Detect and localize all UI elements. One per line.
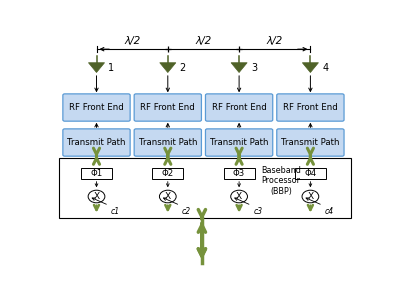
Text: 4: 4 [322,63,328,73]
Text: RF Front End: RF Front End [69,103,124,112]
Circle shape [231,190,248,203]
FancyBboxPatch shape [224,168,254,179]
Text: Transmit Path: Transmit Path [67,138,126,147]
Circle shape [302,190,319,203]
Text: 2: 2 [180,63,186,73]
Text: X: X [307,192,314,201]
Text: Φ4: Φ4 [304,169,316,178]
FancyBboxPatch shape [277,94,344,121]
FancyBboxPatch shape [63,129,130,156]
FancyBboxPatch shape [295,168,326,179]
Circle shape [160,190,176,203]
Text: c2: c2 [182,207,191,216]
Text: X: X [236,192,242,201]
Text: Φ3: Φ3 [233,169,245,178]
FancyBboxPatch shape [81,168,112,179]
Text: 3: 3 [251,63,257,73]
FancyBboxPatch shape [134,94,202,121]
Text: λ/2: λ/2 [267,36,283,46]
Text: c3: c3 [253,207,262,216]
FancyBboxPatch shape [206,129,273,156]
Text: c1: c1 [111,207,120,216]
FancyBboxPatch shape [134,129,202,156]
Text: X: X [94,192,100,201]
Text: 1: 1 [108,63,114,73]
Text: Transmit Path: Transmit Path [138,138,197,147]
Text: RF Front End: RF Front End [283,103,338,112]
FancyBboxPatch shape [59,158,351,218]
Polygon shape [160,63,176,72]
FancyBboxPatch shape [277,129,344,156]
Text: RF Front End: RF Front End [140,103,195,112]
Text: λ/2: λ/2 [124,36,140,46]
Text: Φ1: Φ1 [90,169,103,178]
Text: Transmit Path: Transmit Path [210,138,268,147]
FancyBboxPatch shape [152,168,183,179]
Polygon shape [88,63,104,72]
Polygon shape [302,63,318,72]
Text: X: X [165,192,171,201]
Polygon shape [231,63,247,72]
FancyBboxPatch shape [63,94,130,121]
FancyBboxPatch shape [206,94,273,121]
Circle shape [88,190,105,203]
Text: Φ2: Φ2 [162,169,174,178]
Text: Transmit Path: Transmit Path [281,138,340,147]
Text: RF Front End: RF Front End [212,103,266,112]
Text: Baseband
Processor
(BBP): Baseband Processor (BBP) [261,166,301,196]
Text: c4: c4 [325,207,334,216]
Text: λ/2: λ/2 [195,36,212,46]
